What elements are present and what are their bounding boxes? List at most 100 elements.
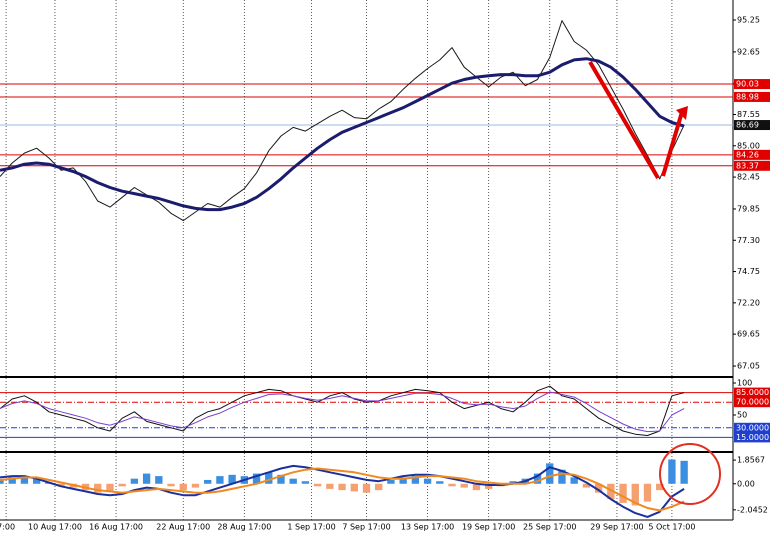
x-tick-label: 10 Aug 17:00 (28, 523, 82, 532)
y-tick-label: 67.05 (737, 362, 760, 371)
histogram-bar (387, 479, 395, 484)
y-tick-label: 92.65 (737, 47, 760, 56)
histogram-bar (0, 479, 4, 484)
y-tick-label: 69.65 (737, 330, 760, 339)
histogram-bar (509, 481, 517, 484)
series-line (0, 391, 685, 433)
histogram-bar (546, 463, 554, 484)
x-tick-label: 25 Sep 17:00 (523, 523, 576, 532)
histogram-bar (8, 477, 16, 484)
level-label-box (734, 422, 770, 433)
x-tick-label: 29 Sep 17:00 (590, 523, 643, 532)
histogram-bar (436, 481, 444, 484)
arrow (661, 111, 684, 177)
x-tick-label: 22 Aug 17:00 (156, 523, 210, 532)
y-tick-label: 77.30 (737, 236, 760, 245)
histogram-bar (375, 483, 383, 491)
histogram-bar (668, 459, 676, 484)
marks (0, 20, 688, 518)
histogram-bar (448, 483, 456, 487)
y-tick-label: 82.45 (737, 173, 760, 182)
histogram-bar (179, 483, 187, 491)
x-tick-label: 16 Aug 17:00 (89, 523, 143, 532)
histogram-bar (118, 483, 126, 487)
histogram-bar (142, 473, 151, 484)
arrow (588, 60, 660, 180)
y-tick-label: 1.8567 (737, 456, 765, 465)
histogram-bar (607, 483, 615, 500)
level-label: 30.0000 (736, 423, 769, 432)
arrow-head (676, 106, 688, 120)
histogram-bar (631, 483, 639, 506)
histogram-bar (411, 476, 420, 484)
x-tick-label: 7:00 (0, 523, 15, 532)
histogram-bar (656, 483, 664, 491)
level-label: 85.0000 (736, 388, 769, 397)
histogram-bar (570, 477, 578, 484)
level-label: 84.26 (736, 150, 759, 159)
x-tick-label: 7 Sep 17:00 (342, 523, 390, 532)
y-tick-label: 85.00 (737, 141, 760, 150)
histogram-bar (460, 483, 468, 488)
histogram-bar (362, 483, 371, 493)
histogram-bar (619, 483, 627, 503)
last-price-box (734, 120, 770, 131)
histogram-bar (643, 483, 652, 502)
level-label-box (734, 387, 770, 398)
histogram-bar (485, 483, 493, 489)
y-tick-label: 72.20 (737, 298, 760, 307)
y-tick-label: 100 (737, 378, 752, 387)
histogram-bar (20, 476, 29, 484)
histogram-bar (558, 469, 566, 484)
histogram-bar (32, 478, 41, 484)
level-label-box (734, 397, 770, 408)
level-label-box (734, 432, 770, 443)
histogram-bar (533, 473, 542, 484)
histogram-bar (216, 476, 224, 484)
histogram-bar (277, 474, 285, 484)
level-label-box (734, 160, 770, 171)
y-tick-label: 95.25 (737, 16, 760, 25)
level-label: 88.98 (736, 92, 759, 101)
histogram-bar (252, 473, 261, 484)
x-tick-label: 19 Sep 17:00 (462, 523, 515, 532)
series-line (0, 467, 685, 512)
x-tick-label: 28 Aug 17:00 (217, 523, 271, 532)
histogram-bar (204, 479, 212, 484)
last-price-label: 86.69 (736, 121, 759, 130)
y-tick-label: -2.0452 (737, 505, 768, 514)
highlight-circle (659, 443, 721, 505)
histogram-bar (228, 474, 236, 484)
level-label: 90.03 (736, 80, 759, 89)
histogram-bar (423, 478, 432, 484)
level-label: 83.37 (736, 161, 759, 170)
histogram-bar (191, 483, 200, 488)
y-tick-label: 50 (737, 410, 747, 419)
x-tick-label: 13 Sep 17:00 (401, 523, 454, 532)
histogram-bar (680, 460, 688, 484)
histogram-bar (350, 483, 358, 492)
histogram-bar (326, 483, 334, 489)
level-label-box (734, 91, 770, 102)
y-tick-label: 74.75 (737, 267, 760, 276)
histogram-bar (57, 483, 65, 487)
histogram-bar (472, 483, 481, 491)
histogram-bar (130, 478, 139, 484)
level-label: 15.0000 (736, 433, 769, 442)
histogram-bar (265, 472, 273, 484)
labels: 95.2592.6590.0587.5585.0082.4579.8577.30… (0, 16, 770, 532)
level-label: 70.0000 (736, 398, 769, 407)
x-tick-label: 1 Sep 17:00 (287, 523, 335, 532)
series-line (0, 57, 685, 212)
histogram-bar (399, 477, 407, 484)
histogram-bar (106, 483, 114, 492)
histogram-bar (582, 483, 591, 488)
histogram-bar (289, 478, 297, 484)
y-tick-label: 79.85 (737, 204, 760, 213)
histogram-bar (167, 483, 175, 487)
histogram-bar (94, 483, 102, 493)
level-label-box (734, 79, 770, 90)
series-line (0, 385, 685, 436)
